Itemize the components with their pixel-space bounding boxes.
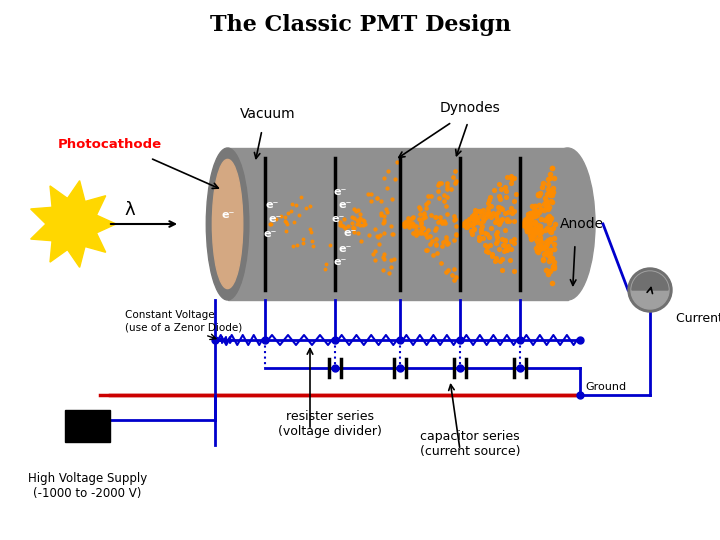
Bar [228, 148, 567, 300]
Text: Anode: Anode [560, 217, 604, 231]
Text: e⁻: e⁻ [269, 214, 282, 224]
Text: e⁻: e⁻ [265, 200, 279, 210]
Wedge shape [632, 272, 668, 290]
Polygon shape [96, 215, 116, 233]
Polygon shape [31, 207, 52, 224]
Ellipse shape [540, 148, 595, 300]
Polygon shape [50, 241, 68, 262]
Ellipse shape [212, 159, 243, 288]
Polygon shape [85, 195, 106, 215]
Circle shape [46, 198, 98, 250]
Text: Current Output: Current Output [676, 312, 720, 325]
Polygon shape [68, 181, 85, 201]
Bar [65, 410, 110, 442]
Text: The Classic PMT Design: The Classic PMT Design [210, 14, 510, 36]
Polygon shape [68, 247, 85, 267]
Text: e⁻: e⁻ [338, 200, 351, 210]
Polygon shape [31, 224, 52, 241]
Text: e⁻: e⁻ [331, 214, 345, 224]
Text: Ground: Ground [585, 382, 626, 392]
Text: Constant Voltage
(use of a Zenor Diode): Constant Voltage (use of a Zenor Diode) [125, 310, 242, 332]
Ellipse shape [207, 148, 249, 300]
Polygon shape [85, 233, 106, 252]
Text: e⁻: e⁻ [264, 229, 276, 239]
Text: e⁻: e⁻ [333, 257, 347, 267]
Circle shape [628, 268, 672, 312]
Text: High Voltage Supply
(-1000 to -2000 V): High Voltage Supply (-1000 to -2000 V) [28, 472, 147, 500]
Text: Dynodes: Dynodes [440, 101, 500, 115]
Text: resister series
(voltage divider): resister series (voltage divider) [278, 410, 382, 438]
Text: λ: λ [125, 201, 135, 219]
Text: Vacuum: Vacuum [240, 107, 296, 121]
Text: e⁻: e⁻ [221, 210, 235, 220]
Polygon shape [50, 186, 68, 207]
Text: capacitor series
(current source): capacitor series (current source) [420, 430, 521, 458]
Text: Photocathode: Photocathode [58, 138, 162, 151]
Text: e⁻: e⁻ [333, 187, 347, 197]
Circle shape [631, 271, 669, 309]
Text: e⁻: e⁻ [338, 244, 351, 254]
Text: e⁻: e⁻ [343, 228, 356, 238]
